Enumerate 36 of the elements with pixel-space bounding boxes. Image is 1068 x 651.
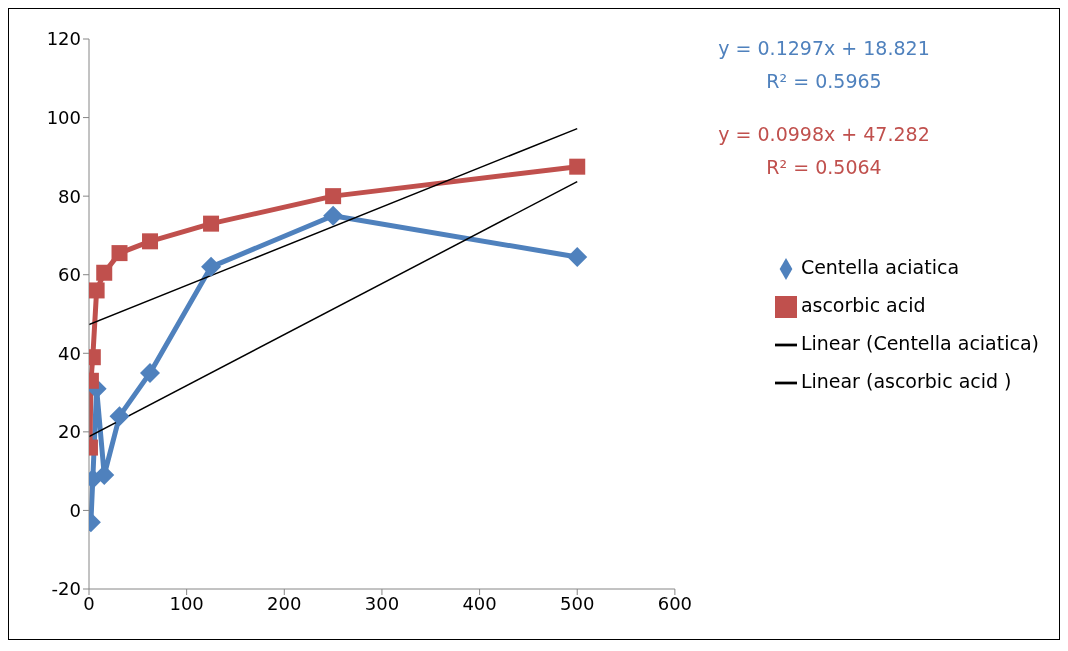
legend-label: Linear (Centella aciatica) — [800, 332, 1039, 354]
y-tick-label: 0 — [69, 499, 81, 521]
text: R² = 0.5064 — [765, 156, 883, 178]
x-tick-label: 0 — [83, 592, 95, 614]
y-tick-label: 60 — [58, 264, 81, 286]
x-tick-label: 300 — [364, 592, 400, 614]
point — [140, 362, 161, 383]
point — [111, 245, 128, 262]
legend-label: ascorbic acid — [800, 294, 926, 316]
x-tick-label: 600 — [657, 592, 693, 614]
y-tick-label: 80 — [58, 185, 81, 207]
point — [109, 406, 130, 427]
point — [323, 205, 344, 226]
x-tick-label: 500 — [560, 592, 595, 614]
y-tick-label: 100 — [46, 106, 81, 128]
text: y = 0.1297x + 18.821 — [717, 37, 931, 59]
point — [201, 256, 222, 277]
x-tick-label: 200 — [267, 592, 302, 614]
y-tick-label: 20 — [58, 421, 81, 443]
point — [94, 465, 115, 486]
legend-label: Linear (ascorbic acid ) — [800, 370, 1012, 392]
point — [89, 282, 105, 299]
point — [96, 264, 113, 281]
y-tick-label: 40 — [58, 342, 81, 364]
point — [203, 215, 220, 232]
point — [569, 158, 586, 175]
point — [567, 247, 588, 268]
text: R² = 0.5965 — [765, 70, 883, 92]
text: y = 0.0998x + 47.282 — [717, 123, 931, 145]
x-tick-label: 100 — [169, 592, 204, 614]
y-tick-label: -20 — [51, 578, 81, 600]
point — [325, 188, 342, 205]
legend-label: Centella aciatica — [800, 256, 960, 278]
y-tick-label: 120 — [46, 28, 81, 50]
x-tick-label: 400 — [462, 592, 497, 614]
point — [142, 233, 159, 250]
